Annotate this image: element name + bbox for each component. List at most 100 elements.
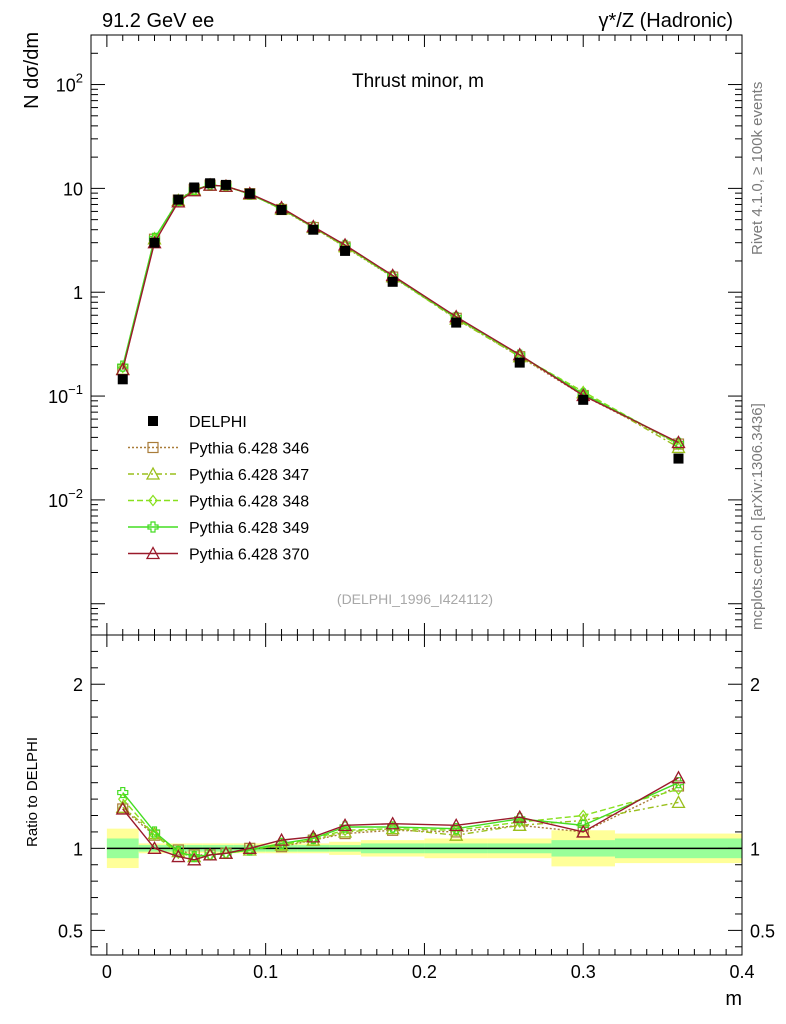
legend-label: Pythia 6.428 346: [189, 441, 309, 458]
main-frame: [90, 34, 743, 636]
rivet-label: Rivet 4.1.0, ≥ 100k events: [749, 82, 766, 255]
y-tick-label-main: 10−2: [48, 486, 83, 511]
data-point: [276, 204, 287, 215]
series-marker-ratio: [512, 809, 527, 823]
y-tick-label-main: 1: [73, 283, 83, 303]
series-marker-ratio: [449, 827, 464, 841]
series-line-ratio: [122, 777, 679, 861]
series-marker-ratio: [173, 847, 184, 860]
analysis-label: (DELPHI_1996_I424112): [337, 591, 493, 607]
series-marker-ratio: [115, 801, 130, 815]
series-marker-ratio: [387, 824, 399, 836]
data-point: [244, 188, 255, 199]
y-tick-label-ratio-right: 0.5: [750, 921, 775, 941]
series-line-main: [122, 184, 679, 446]
data-point: [673, 453, 684, 464]
legend-label: Pythia 6.428 348: [189, 494, 309, 511]
series-marker-ratio: [188, 850, 200, 863]
series-marker-main: [671, 435, 686, 449]
header-left: 91.2 GeV ee: [102, 10, 214, 32]
series-marker-ratio: [449, 818, 464, 832]
data-point: [308, 224, 319, 235]
legend-label: Pythia 6.428 349: [189, 520, 309, 537]
legend-marker: [145, 546, 161, 560]
series-marker-ratio: [387, 821, 399, 833]
series-marker-ratio: [385, 816, 400, 830]
series-marker-ratio: [512, 818, 527, 832]
header-right: γ*/Z (Hadronic): [599, 10, 733, 32]
legend-label-data: DELPHI: [189, 414, 247, 431]
x-tick-label: 0.2: [412, 962, 437, 982]
series-marker-ratio: [148, 826, 161, 838]
mcplots-label: mcplots.cern.ch [arXiv:1306.3436]: [749, 403, 766, 630]
series-line-main: [122, 184, 679, 444]
series-marker-ratio: [115, 799, 130, 813]
series-line-ratio: [122, 801, 679, 858]
x-tick-label: 0.1: [253, 962, 278, 982]
series-line-main: [122, 184, 679, 445]
y-tick-label-ratio-right: 1: [750, 839, 760, 859]
series-marker-ratio: [576, 824, 591, 838]
series-line-main: [122, 184, 679, 445]
data-point: [514, 357, 525, 368]
series-marker-ratio: [306, 829, 321, 843]
series-marker-main: [117, 361, 128, 374]
data-point: [578, 394, 589, 405]
x-tick-label: 0.3: [571, 962, 596, 982]
series-marker-ratio: [242, 840, 257, 854]
axes: 0 0.1 0.2 0.3 0.4 10−2 10−1 1 10 102 0.5 0.5 1 1 2 2: [48, 34, 775, 982]
series-line-ratio: [122, 785, 679, 856]
series-marker-ratio: [147, 840, 162, 854]
data-point: [117, 374, 128, 385]
series-marker-ratio: [171, 849, 186, 863]
y-tick-label-ratio: 2: [73, 675, 83, 695]
y-tick-label-main: 10: [63, 179, 83, 199]
data-point: [387, 276, 398, 287]
series-marker-ratio: [671, 795, 686, 809]
data-point: [173, 194, 184, 205]
y-tick-label-main: 10−1: [48, 382, 83, 407]
series-marker-ratio: [337, 818, 353, 832]
ratio-uncertainty-bands: [106, 828, 742, 869]
series-line-main: [122, 184, 679, 449]
series-marker-ratio: [187, 852, 202, 866]
series-marker-ratio: [514, 813, 526, 825]
legend-marker: [148, 494, 158, 507]
series-marker-ratio: [275, 841, 288, 853]
legend-label: Pythia 6.428 370: [189, 547, 309, 564]
data-points: [117, 178, 684, 464]
data-point: [220, 179, 231, 190]
series-marker-ratio: [450, 826, 462, 838]
legend: DELPHI Pythia 6.428 346 Pythia 6.428 347 Py…: [128, 414, 309, 564]
legend-marker: [147, 441, 159, 454]
series-marker-ratio: [673, 783, 684, 796]
series-marker-ratio: [450, 823, 462, 835]
series-marker-ratio: [218, 845, 234, 859]
series-marker-ratio: [117, 786, 129, 799]
data-point: [189, 182, 200, 193]
legend-label: Pythia 6.428 347: [189, 467, 309, 484]
y-tick-label-ratio: 1: [73, 839, 83, 859]
chart-title: Thrust minor, m: [352, 71, 484, 92]
y-tick-label-ratio: 0.5: [58, 921, 83, 941]
legend-marker-data: [148, 416, 158, 426]
series-marker-ratio: [671, 770, 686, 784]
series-marker-ratio: [672, 780, 685, 792]
data-point: [340, 245, 351, 256]
y-tick-label-main: 102: [56, 71, 83, 96]
legend-marker: [147, 521, 159, 533]
x-tick-label: 0.4: [729, 962, 754, 982]
y-tick-label-ratio-right: 2: [750, 675, 760, 695]
series-marker-main: [673, 438, 684, 451]
data-point: [451, 317, 462, 328]
series-marker-ratio: [202, 847, 218, 861]
series-marker-ratio: [274, 832, 289, 846]
ratio-frame: [90, 634, 743, 956]
y-axis-label-main: N dσ/dm: [21, 32, 43, 109]
x-axis-label: m: [725, 988, 742, 1010]
data-point: [205, 178, 216, 189]
y-axis-label-ratio: Ratio to DELPHI: [24, 737, 41, 847]
data-point: [149, 237, 160, 248]
x-tick-label: 0: [102, 962, 112, 982]
